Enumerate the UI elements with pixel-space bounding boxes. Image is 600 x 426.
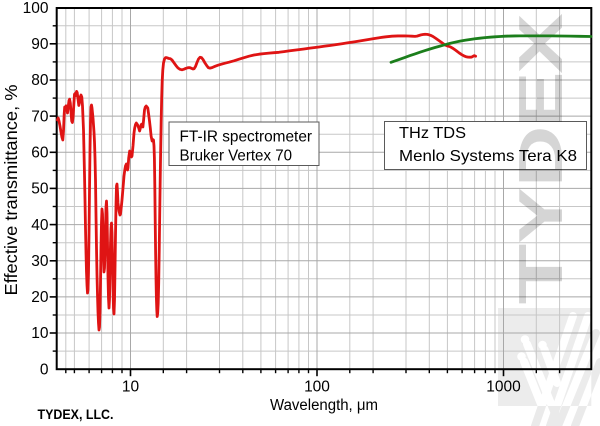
svg-text:80: 80 [31, 72, 49, 89]
svg-text:Effective transmittance, %: Effective transmittance, % [1, 85, 21, 296]
svg-text:10: 10 [31, 325, 49, 342]
svg-text:Wavelength, μm: Wavelength, μm [270, 397, 378, 414]
svg-text:100: 100 [23, 0, 49, 17]
svg-text:30: 30 [31, 253, 49, 270]
svg-text:Y: Y [506, 187, 575, 244]
svg-text:Bruker Vertex 70: Bruker Vertex 70 [180, 148, 293, 165]
svg-text:TYDEX, LLC.: TYDEX, LLC. [38, 406, 114, 422]
svg-text:Menlo Systems Tera K8: Menlo Systems Tera K8 [399, 148, 577, 165]
svg-text:D: D [506, 126, 575, 187]
svg-text:90: 90 [31, 36, 49, 53]
svg-text:10: 10 [122, 379, 140, 396]
svg-text:20: 20 [31, 289, 49, 306]
svg-text:70: 70 [31, 108, 49, 125]
svg-text:THz TDS: THz TDS [399, 125, 466, 142]
svg-text:0: 0 [40, 361, 49, 378]
svg-text:FT-IR spectrometer: FT-IR spectrometer [180, 129, 313, 146]
svg-text:1000: 1000 [486, 379, 521, 396]
svg-text:T: T [506, 244, 575, 305]
svg-text:60: 60 [31, 145, 49, 162]
svg-text:100: 100 [304, 379, 330, 396]
svg-text:50: 50 [31, 181, 49, 198]
svg-text:X: X [506, 13, 576, 74]
svg-text:40: 40 [31, 217, 49, 234]
svg-text:E: E [506, 71, 576, 127]
